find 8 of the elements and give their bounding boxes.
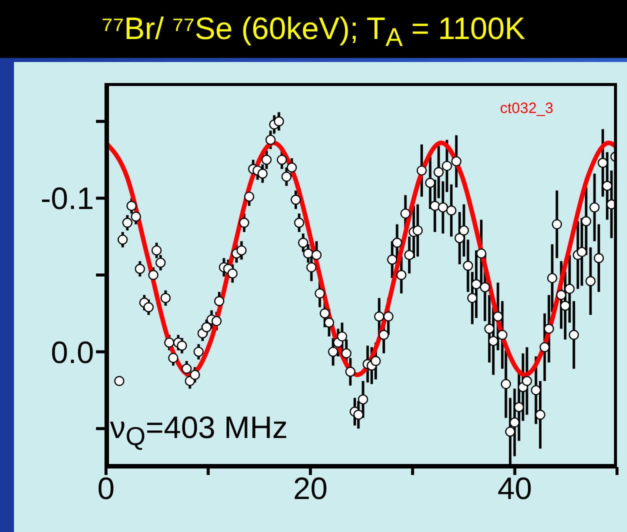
x-tick-label: 40 <box>498 471 532 506</box>
chart-title: ⁷⁷Br/ ⁷⁷Se (60keV); T$_{A}$ = 1100K <box>0 0 627 58</box>
x-tick-label: 0 <box>97 471 115 506</box>
x-tick-label: 20 <box>293 471 328 506</box>
y-tick-label: 0.0 <box>50 334 94 370</box>
annotation: ct032_3 <box>500 100 554 117</box>
y-tick-label: -0.1 <box>40 181 94 216</box>
annotation: ν$_{Q}$=403 MHz <box>110 410 288 452</box>
